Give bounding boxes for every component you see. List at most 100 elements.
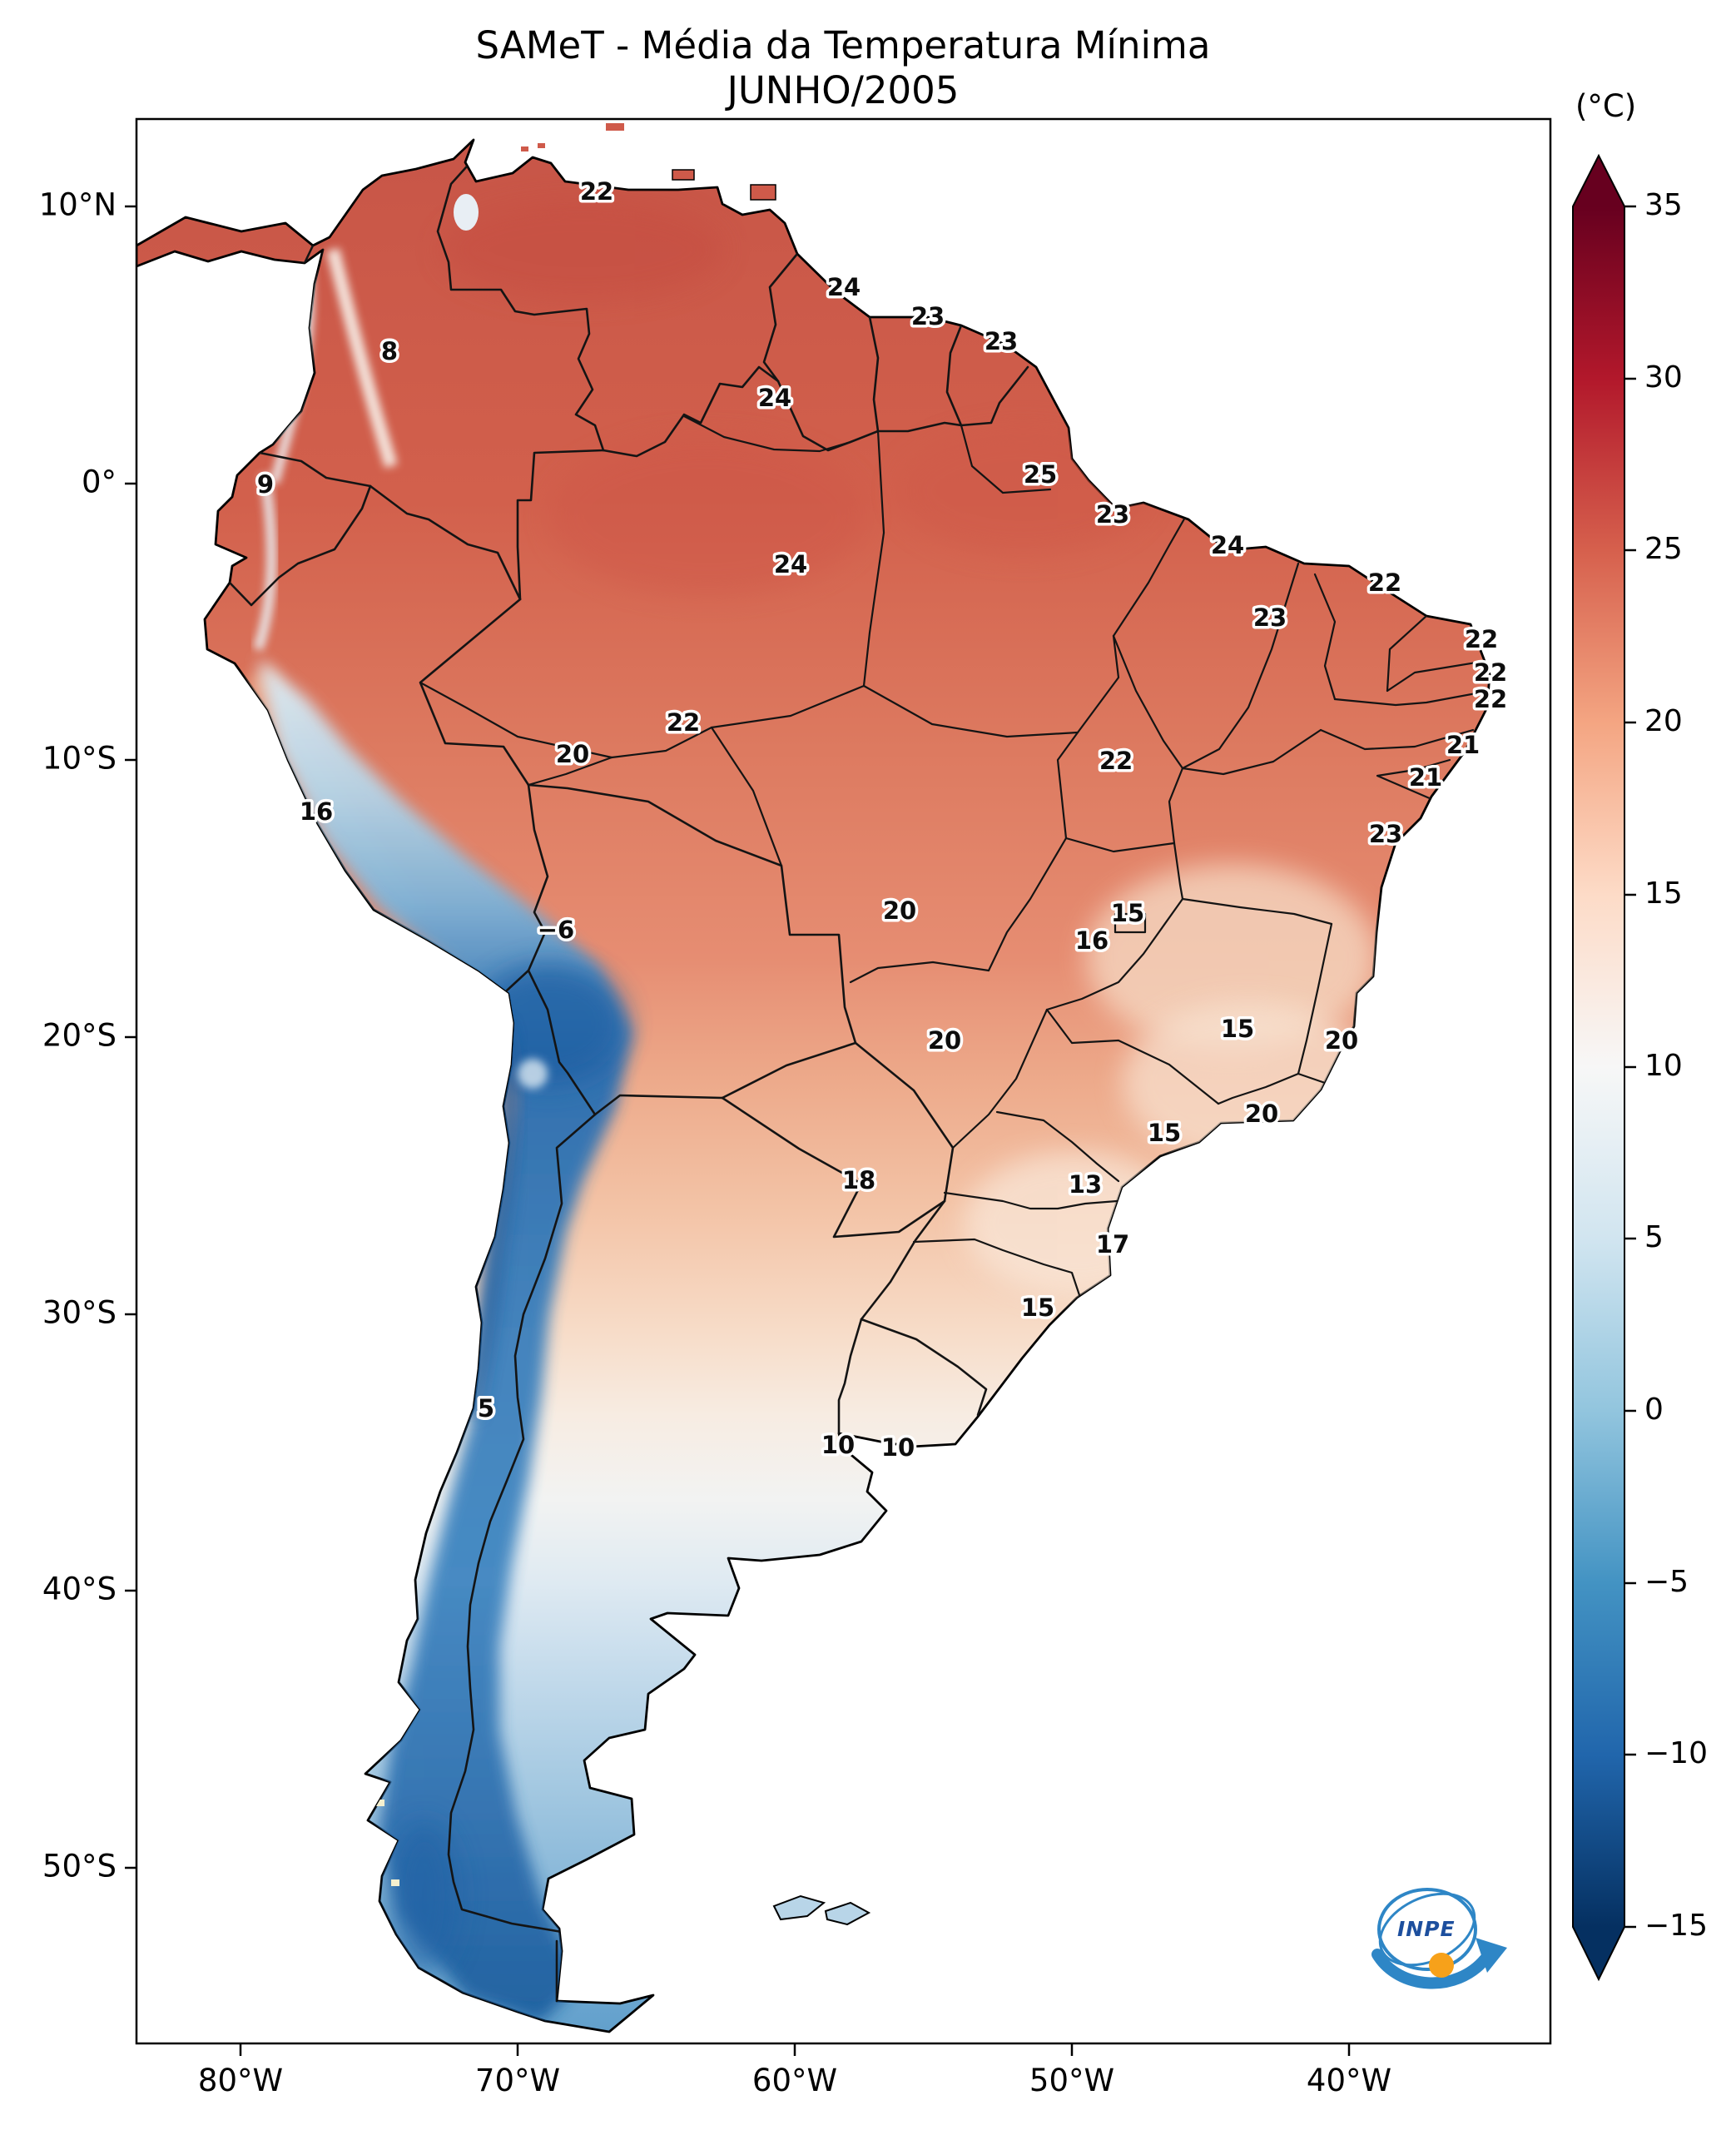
- colorbar-over-arrow: [1573, 156, 1624, 206]
- colorbar-tick-label: 25: [1644, 532, 1683, 566]
- lon-tick-label: 40°W: [1307, 2063, 1391, 2098]
- salar-pale-spot: [518, 1059, 548, 1089]
- temperature-label: 17: [1096, 1230, 1129, 1259]
- temperature-label: 20: [928, 1026, 961, 1055]
- temperature-label: 5: [478, 1394, 494, 1422]
- inpe-globe-icon: [1429, 1953, 1454, 1978]
- temperature-label: 23: [1253, 603, 1287, 632]
- lat-tick-label: 30°S: [42, 1295, 117, 1331]
- lat-tick-label: 40°S: [42, 1571, 117, 1607]
- patagonia-icefield: [389, 1821, 459, 1974]
- glacier-pixel: [376, 1800, 384, 1806]
- temperature-label: 23: [911, 302, 945, 330]
- temperature-label: 22: [580, 177, 613, 206]
- colorbar-tick-label: 30: [1644, 360, 1683, 395]
- warm-patch-venezuela: [441, 200, 724, 300]
- temperature-label: 23: [985, 327, 1018, 355]
- colorbar-tick-label: 20: [1644, 704, 1683, 738]
- temperature-label: 20: [1325, 1026, 1358, 1055]
- colorbar-tick-label: 15: [1644, 876, 1683, 911]
- colorbar-tick-label: 35: [1644, 188, 1683, 222]
- temperature-label: 20: [883, 896, 916, 925]
- temperature-label: 13: [1069, 1170, 1102, 1199]
- lon-tick-label: 60°W: [752, 2063, 837, 2098]
- island-fragment: [521, 146, 528, 151]
- colorbar-tick-label: 10: [1644, 1049, 1683, 1083]
- temperature-label: 8: [381, 337, 398, 365]
- colorbar-ticks: 35 30 25 20 15 10 5 0 −5 −10 −15: [1624, 188, 1708, 1943]
- temperature-label: 24: [774, 550, 807, 578]
- state-borders: [419, 415, 1490, 1297]
- inpe-text: INPE: [1397, 1917, 1456, 1941]
- lake-maracaibo: [454, 194, 479, 231]
- lat-tick-label: 0°: [82, 464, 117, 500]
- falkland-islands-east: [824, 1901, 871, 1926]
- lat-tick-label: 50°S: [42, 1849, 117, 1884]
- lon-tick-label: 80°W: [198, 2063, 283, 2098]
- trinidad-island: [750, 184, 776, 201]
- temperature-label: 24: [1211, 531, 1244, 559]
- colorbar-tick-label: −15: [1644, 1909, 1708, 1943]
- lon-tick-label: 50°W: [1029, 2063, 1114, 2098]
- temperature-label: 22: [1099, 747, 1133, 775]
- temperature-label: 20: [1245, 1100, 1278, 1128]
- figure-subtitle: JUNHO/2005: [725, 68, 960, 112]
- temperature-label: 21: [1446, 731, 1480, 759]
- temperature-label: 15: [1148, 1119, 1181, 1147]
- temperature-label: 24: [827, 273, 861, 301]
- temperature-label: 10: [821, 1431, 855, 1459]
- temperature-label: 22: [1474, 685, 1507, 713]
- inpe-logo: INPE: [1371, 1888, 1507, 1989]
- glacier-pixel: [391, 1879, 399, 1886]
- colorbar-tick-label: 5: [1644, 1220, 1664, 1254]
- inpe-arrow-icon: [1371, 1949, 1491, 1989]
- temperature-label: 15: [1111, 899, 1144, 927]
- island-fragment: [606, 123, 624, 131]
- longitude-axis: 80°W 70°W 60°W 50°W 40°W: [198, 2043, 1391, 2098]
- colorbar-unit-label: (°C): [1575, 88, 1636, 124]
- margarita-island: [672, 169, 695, 181]
- temperature-label: 20: [556, 740, 589, 768]
- lon-tick-label: 70°W: [475, 2063, 560, 2098]
- temperature-label: 22: [1474, 658, 1507, 687]
- temperature-label: 23: [1096, 500, 1129, 529]
- latitude-axis: 10°N 0° 10°S 20°S 30°S 40°S 50°S: [39, 187, 136, 1884]
- figure-title: SAMeT - Média da Temperatura Mínima: [476, 23, 1211, 67]
- colorbar: (°C) 35 30 25 20 15 10 5 0 −5 −10 −15: [1572, 88, 1708, 1982]
- temperature-label: 23: [1369, 820, 1402, 848]
- inpe-arrowhead-icon: [1476, 1938, 1507, 1973]
- island-fragment: [538, 143, 545, 148]
- glacier-pixel: [368, 1845, 378, 1851]
- temperature-label: 16: [300, 797, 333, 826]
- temperature-label: 16: [1075, 926, 1109, 955]
- lat-tick-label: 20°S: [42, 1018, 117, 1054]
- inpe-orbit-icon: [1377, 1888, 1477, 1971]
- ecuador-andes-ridge: [253, 474, 277, 651]
- temperature-label: 15: [1221, 1015, 1254, 1043]
- temperature-label: 22: [1465, 625, 1498, 653]
- temperature-label: 18: [842, 1166, 875, 1194]
- lat-tick-label: 10°N: [39, 187, 117, 223]
- lat-tick-label: 10°S: [42, 741, 117, 777]
- temperature-label: 22: [667, 708, 700, 737]
- altiplano-cold-core: [473, 964, 626, 1084]
- temperature-label: −6: [538, 916, 574, 944]
- temperature-label: 24: [758, 384, 791, 412]
- colorbar-under-arrow: [1573, 1927, 1624, 1979]
- colorbar-tick-label: −5: [1644, 1565, 1689, 1599]
- plot-frame: [135, 117, 1552, 2045]
- colorbar-tick-label: 0: [1644, 1393, 1664, 1427]
- country-borders: [228, 157, 1029, 2003]
- cool-patch-bahia-plateau: [1086, 864, 1377, 1050]
- colorbar-tick-label: −10: [1644, 1736, 1708, 1770]
- colorbar-gradient-bar: [1573, 206, 1624, 1927]
- temperature-label: 15: [1021, 1293, 1054, 1322]
- colombia-andes-ridge: [326, 248, 398, 469]
- warm-patch-upper-amazon: [549, 437, 866, 595]
- temperature-label: 25: [1024, 460, 1057, 489]
- temperature-label: 10: [881, 1433, 915, 1462]
